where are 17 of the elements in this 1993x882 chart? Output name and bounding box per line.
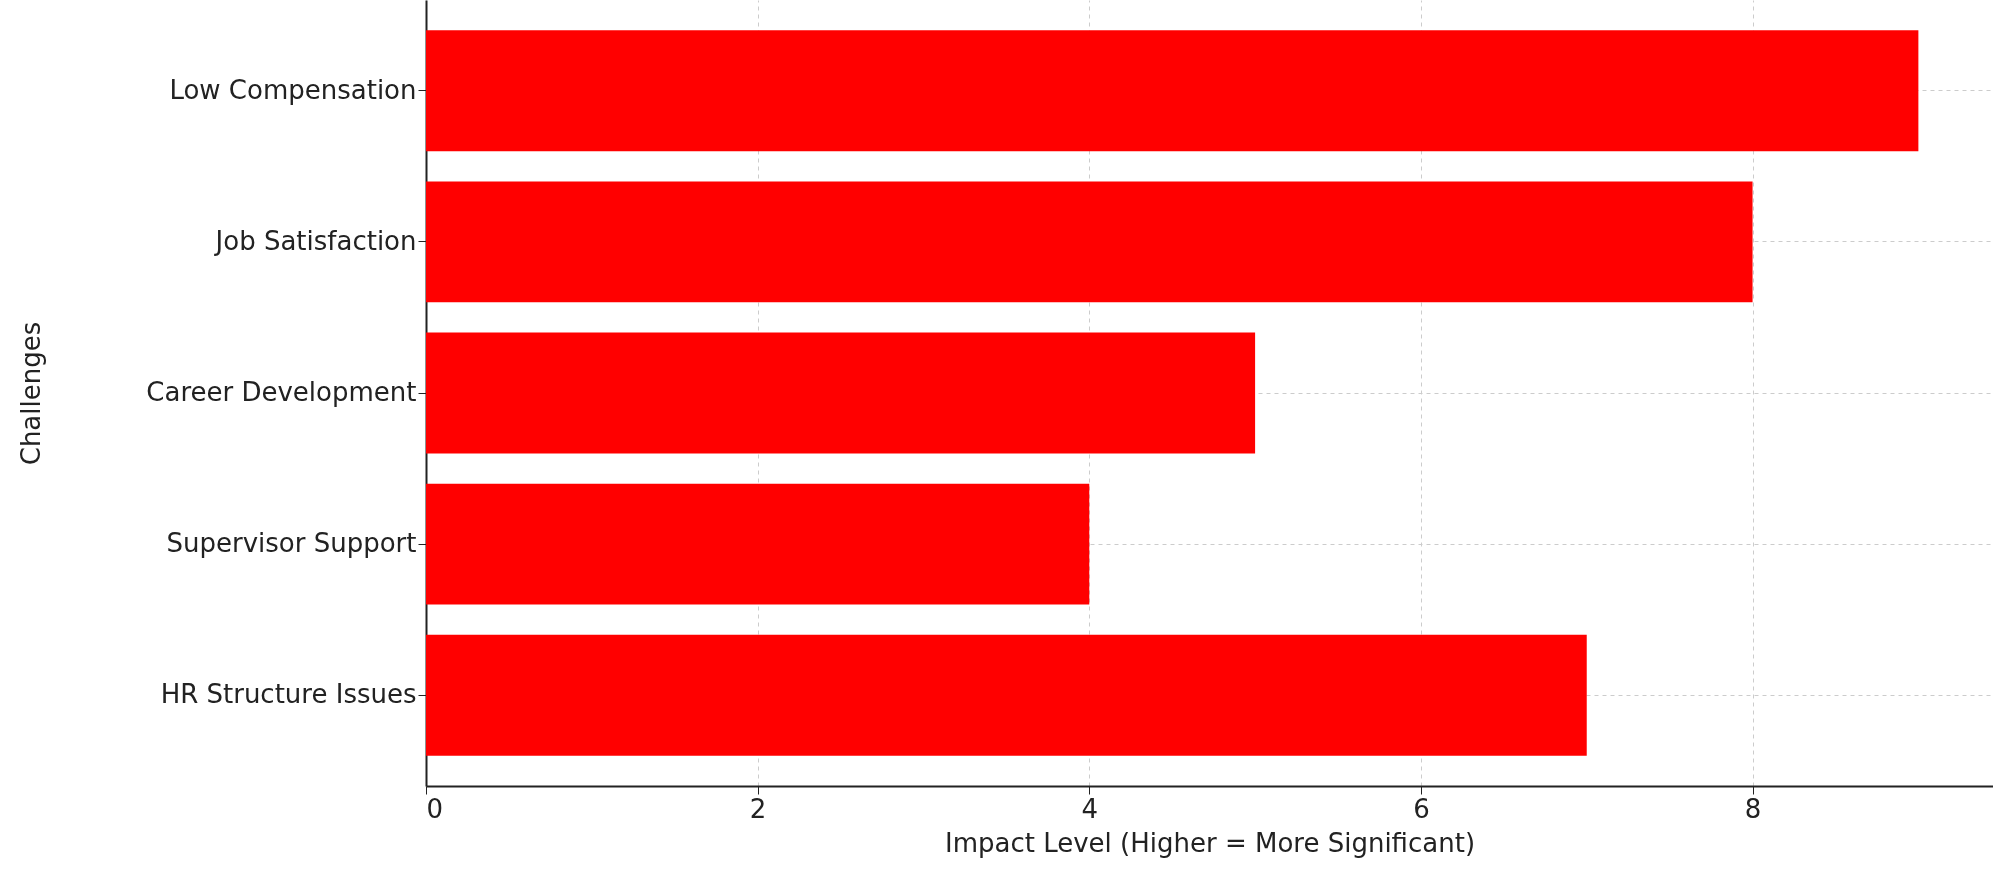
x-tick-label: 4 [1081,793,1099,824]
y-tick-label: HR Structure Issues [160,679,417,710]
y-tick-label: Career Development [146,377,417,407]
x-axis-title: Impact Level (Higher = More Significant) [944,827,1476,858]
bar [426,483,1090,605]
x-tick-label: 6 [1413,793,1430,824]
x-tick-label: 8 [1744,793,1762,824]
bar [426,634,1587,756]
bar [426,332,1256,454]
bar [426,181,1753,303]
y-tick-label: Supervisor Support [166,528,417,559]
y-axis-title: Challenges [15,321,46,466]
y-tick-label: Job Satisfaction [213,225,417,256]
bar [426,30,1919,152]
x-tick-label: 2 [749,793,767,824]
y-tick-label: Low Compensation [169,74,417,105]
x-tick-label: 0 [426,793,444,824]
